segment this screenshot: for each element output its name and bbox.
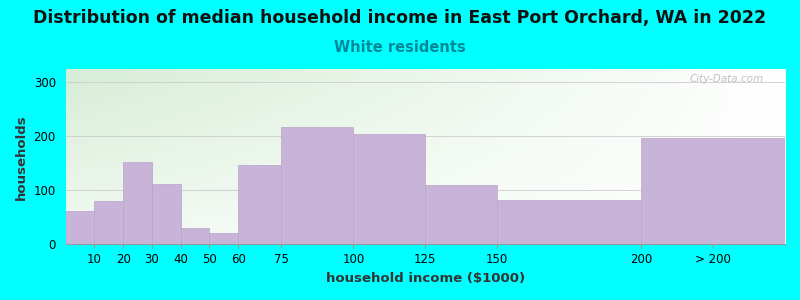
Bar — [152, 184, 181, 244]
Bar — [498, 200, 641, 244]
Bar — [123, 162, 152, 244]
Text: City-Data.com: City-Data.com — [690, 74, 763, 84]
Bar — [641, 138, 785, 244]
Bar — [238, 164, 282, 244]
Bar — [94, 201, 123, 244]
X-axis label: household income ($1000): household income ($1000) — [326, 272, 525, 285]
Text: White residents: White residents — [334, 40, 466, 56]
Bar — [426, 185, 498, 244]
Bar — [181, 228, 210, 244]
Text: Distribution of median household income in East Port Orchard, WA in 2022: Distribution of median household income … — [34, 9, 766, 27]
Y-axis label: households: households — [15, 114, 28, 200]
Bar — [66, 211, 94, 244]
Bar — [282, 127, 354, 244]
Bar — [210, 232, 238, 244]
Bar — [354, 134, 426, 244]
